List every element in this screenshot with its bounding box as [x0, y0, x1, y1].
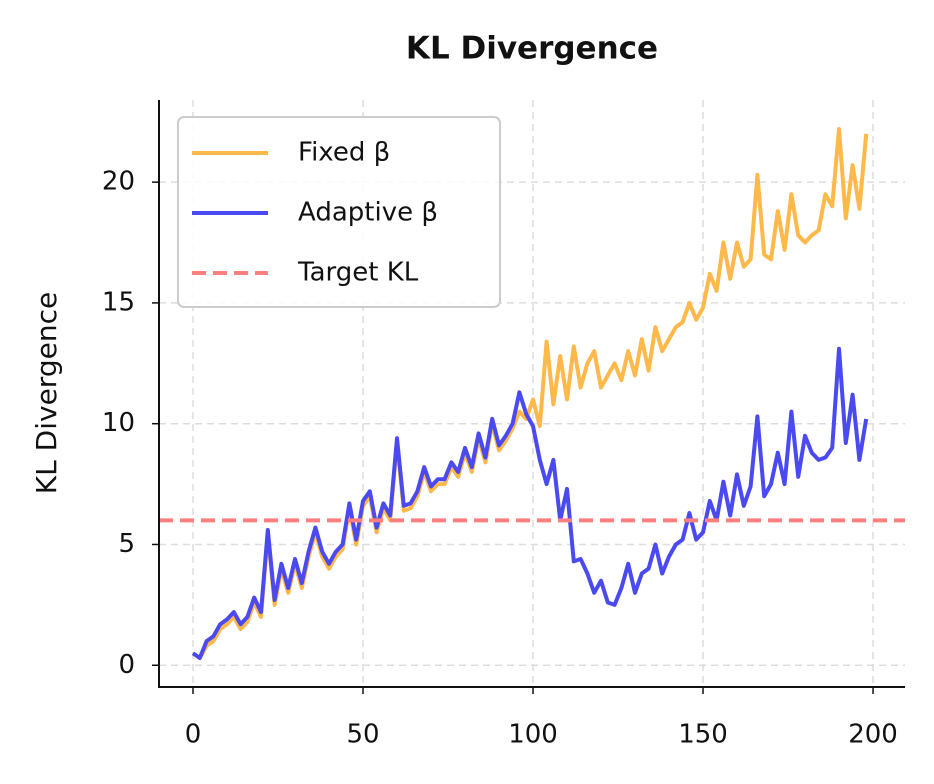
legend-label: Adaptive β: [298, 198, 438, 228]
x-tick-label: 150: [678, 720, 728, 750]
y-tick-label: 10: [102, 408, 135, 438]
legend-label: Target KL: [297, 258, 419, 288]
x-tick-label: 100: [508, 720, 558, 750]
x-tick-label: 0: [185, 720, 202, 750]
x-tick-label: 50: [346, 720, 379, 750]
x-tick-label: 200: [848, 720, 898, 750]
y-tick-label: 5: [118, 529, 135, 559]
y-tick-label: 15: [102, 287, 135, 317]
y-axis-label: KL Divergence: [30, 292, 63, 494]
y-tick-label: 20: [102, 167, 135, 197]
legend-box: [177, 116, 501, 308]
y-tick-label: 0: [118, 650, 135, 680]
chart-title: KL Divergence: [406, 31, 658, 67]
data-line: [191, 346, 869, 660]
legend-label: Fixed β: [298, 138, 390, 168]
axis-spine: [158, 100, 905, 688]
